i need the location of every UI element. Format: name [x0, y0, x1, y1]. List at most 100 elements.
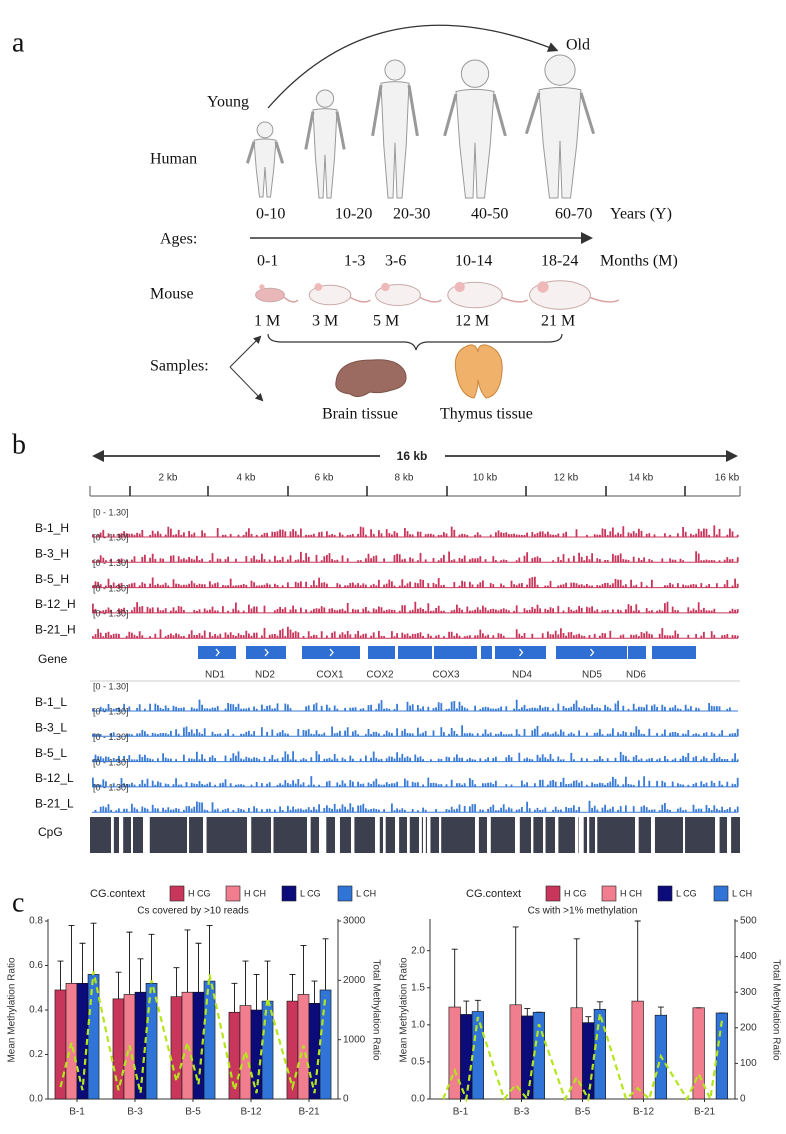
gene-block — [246, 646, 286, 659]
panel-label: c — [12, 887, 24, 918]
x-tick-label: B-1 — [69, 1107, 85, 1118]
mouse-age: 3 M — [312, 313, 338, 330]
error-bar — [585, 1016, 592, 1023]
cpg-gap — [375, 817, 380, 853]
cpg-gap — [323, 817, 327, 853]
y-tick-label: 0.4 — [29, 1005, 43, 1016]
ruler-label: 6 kb — [315, 473, 334, 484]
error-bar — [148, 933, 155, 984]
human-body — [253, 138, 277, 198]
human-arms — [245, 141, 285, 164]
y2-axis-title: Total Methylation Ratio — [370, 959, 381, 1061]
cpg-gap — [587, 817, 590, 853]
bar — [460, 1014, 473, 1100]
error-bar — [474, 999, 481, 1012]
human-body — [538, 87, 582, 199]
y-tick-label: 2.0 — [411, 945, 425, 956]
gene-block — [368, 646, 395, 659]
coverage-track — [92, 626, 739, 639]
track-label: B-3_H — [35, 546, 69, 560]
coverage-track — [92, 699, 731, 711]
cpg-gap — [395, 817, 400, 853]
y-tick-label: 0.0 — [411, 1094, 425, 1105]
x-tick-label: B-21 — [694, 1107, 716, 1118]
bar — [582, 1022, 595, 1100]
legend-swatch — [545, 885, 561, 902]
gene-block — [198, 646, 236, 659]
cpg-gap — [727, 817, 732, 853]
mouse-ear — [314, 283, 323, 291]
gene-name: ND4 — [512, 670, 532, 681]
y2-tick-label: 2000 — [343, 975, 366, 986]
month-label: 3-6 — [385, 253, 406, 270]
error-bar — [463, 1000, 470, 1015]
error-bar — [231, 982, 238, 1013]
gene-strand — [329, 648, 334, 657]
gene-strand — [264, 648, 269, 657]
y2-tick-label: 500 — [740, 916, 757, 927]
x-tick-label: B-5 — [575, 1107, 591, 1118]
gene-strand — [590, 648, 595, 657]
old-label: Old — [566, 37, 590, 54]
cpg-gap — [143, 817, 148, 853]
gene-name: COX1 — [316, 670, 344, 681]
gene-label: Gene — [38, 652, 68, 666]
error-bar — [512, 926, 519, 1005]
year-label: 10-20 — [335, 206, 372, 223]
brace — [267, 333, 563, 351]
error-bar — [657, 1006, 664, 1016]
track-label: B-1_H — [35, 521, 69, 535]
human-arms — [304, 111, 346, 150]
gene-name: ND5 — [582, 670, 602, 681]
gene-name: ND1 — [205, 670, 225, 681]
cpg-gap — [487, 817, 491, 853]
cpg-label: CpG — [38, 825, 63, 839]
human-body — [312, 108, 338, 199]
cpg-gap — [119, 817, 124, 853]
cpg-gap — [543, 817, 546, 853]
range-label: [0 - 1.30] — [93, 507, 129, 517]
error-bar — [126, 931, 133, 995]
error-bar — [206, 925, 213, 982]
legend-swatch — [337, 885, 353, 902]
cpg-track — [90, 817, 740, 853]
human-head — [460, 59, 490, 88]
mouse-ear — [259, 284, 265, 290]
cpg-gap — [203, 817, 207, 853]
cpg-gap — [419, 817, 422, 853]
cpg-gap — [307, 817, 311, 853]
cpg-gap — [427, 817, 431, 853]
range-label: [0 - 1.30] — [93, 558, 129, 568]
y2-tick-label: 300 — [740, 987, 757, 998]
ruler-label: 14 kb — [629, 473, 654, 484]
legend-title: CG.context — [90, 888, 145, 900]
cpg-gap — [439, 817, 442, 853]
error-bar — [634, 920, 641, 1002]
cpg-gap — [579, 817, 584, 853]
y2-tick-label: 400 — [740, 951, 757, 962]
bar — [145, 982, 158, 1100]
human-body — [455, 88, 495, 199]
bar — [448, 1006, 461, 1100]
legend-label: L CH — [356, 888, 376, 898]
ruler-label: 4 kb — [237, 473, 256, 484]
cpg-gap — [531, 817, 534, 853]
error-bar — [264, 960, 271, 1002]
human-arms — [443, 93, 507, 137]
gene-name: COX2 — [366, 670, 394, 681]
gene-block — [302, 646, 360, 659]
ruler-label: 12 kb — [554, 473, 579, 484]
cpg-gap — [131, 817, 134, 853]
y-tick-label: 0.2 — [29, 1049, 43, 1060]
legend-label: H CH — [244, 888, 266, 898]
tissue-label: Brain tissue — [322, 406, 398, 423]
brain — [335, 359, 407, 398]
error-bar — [79, 942, 86, 984]
y2-tick-label: 1000 — [343, 1034, 366, 1045]
ruler-label: 2 kb — [159, 473, 178, 484]
y2-tick-label: 200 — [740, 1022, 757, 1033]
human-body — [380, 81, 410, 199]
gene-block — [481, 646, 492, 659]
coverage-track — [92, 576, 739, 588]
legend-swatch — [169, 885, 185, 902]
